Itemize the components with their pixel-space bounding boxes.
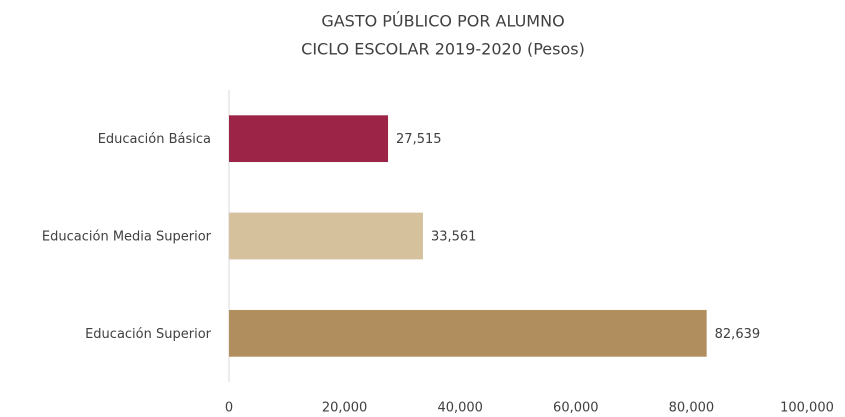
x-tick-label: 80,000 <box>669 401 715 416</box>
chart-subtitle: CICLO ESCOLAR 2019-2020 (Pesos) <box>301 40 585 59</box>
y-tick-label: Educación Media Superior <box>42 230 212 245</box>
bar <box>229 115 389 163</box>
y-tick-label: Educación Básica <box>98 132 211 147</box>
chart-title: GASTO PÚBLICO POR ALUMNO <box>321 12 564 31</box>
x-tick-label: 100,000 <box>780 401 834 416</box>
bar <box>229 309 707 357</box>
data-label: 33,561 <box>431 230 477 245</box>
x-tick-label: 20,000 <box>322 401 368 416</box>
x-tick-label: 60,000 <box>553 401 599 416</box>
data-label: 27,515 <box>396 132 442 147</box>
x-tick-label: 40,000 <box>437 401 483 416</box>
y-tick-label: Educación Superior <box>85 327 212 342</box>
bar <box>229 212 423 260</box>
data-label: 82,639 <box>715 327 761 342</box>
x-tick-label: 0 <box>225 401 233 416</box>
